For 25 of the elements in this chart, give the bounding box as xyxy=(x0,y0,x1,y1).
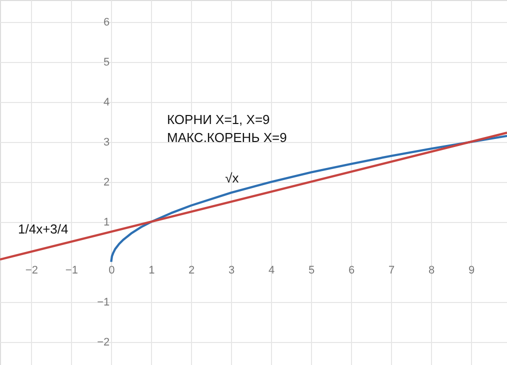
y-tick-label: −1 xyxy=(97,296,110,308)
annotation: МАКС.КОРЕНЬ X=9 xyxy=(167,130,287,145)
y-tick-label: 4 xyxy=(104,96,110,108)
y-tick-label: −2 xyxy=(97,336,110,348)
y-tick-label: 6 xyxy=(104,16,110,28)
y-tick-label: 1 xyxy=(104,216,110,228)
x-tick-label: 9 xyxy=(468,264,475,276)
series-label: √x xyxy=(225,170,240,186)
x-tick-label: −2 xyxy=(25,264,38,276)
y-tick-label: 3 xyxy=(104,136,110,148)
x-tick-label: 4 xyxy=(268,264,275,276)
x-tick-label: 8 xyxy=(428,264,435,276)
y-tick-label: 2 xyxy=(104,176,110,188)
annotation: КОРНИ X=1, X=9 xyxy=(167,112,270,127)
x-tick-label: −1 xyxy=(65,264,78,276)
x-tick-label: 1 xyxy=(148,264,155,276)
x-tick-label: 5 xyxy=(308,264,315,276)
line-series xyxy=(110,134,507,263)
x-tick-label: 2 xyxy=(188,264,195,276)
x-tick-label: 6 xyxy=(348,264,355,276)
series-label: 1/4x+3/4 xyxy=(18,221,68,236)
y-tick-label: 5 xyxy=(104,56,110,68)
x-tick-label: 7 xyxy=(388,264,395,276)
x-tick-label: 0 xyxy=(108,264,115,276)
x-tick-label: 3 xyxy=(228,264,235,276)
